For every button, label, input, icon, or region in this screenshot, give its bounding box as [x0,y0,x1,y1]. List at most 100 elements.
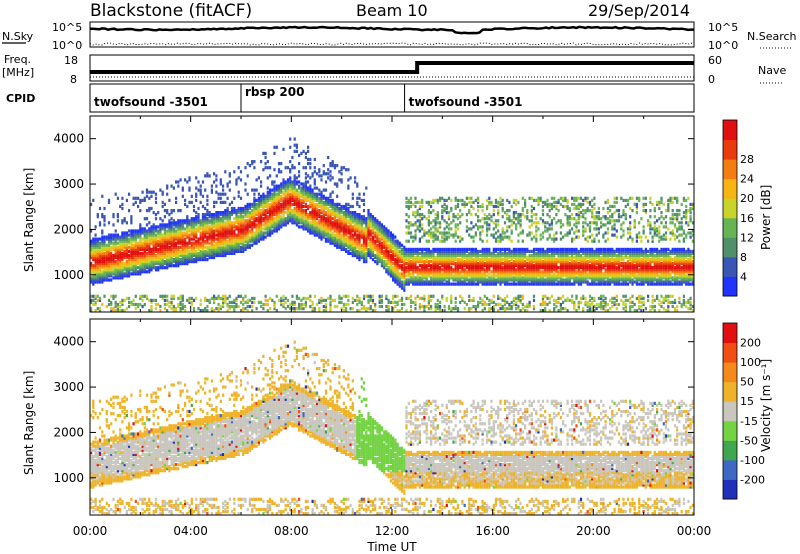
echo-cell [340,229,343,233]
echo-cell [441,268,444,272]
echo-cell [130,237,133,241]
echo-cell [351,227,354,231]
echo-cell [416,219,419,223]
echo-cell [427,260,430,264]
echo-cell [161,243,164,247]
echo-cell [201,245,205,249]
echo-cell [213,309,216,313]
echo-cell [342,166,345,170]
echo-cell [210,233,213,237]
echo-cell [244,188,247,192]
echo-cell [206,174,209,178]
echo-cell [389,253,392,258]
echo-cell [459,249,462,253]
echo-cell [376,223,379,227]
echo-cell [439,253,442,258]
echo-cell [121,264,124,268]
echo-cell [311,219,314,223]
echo-cell [154,241,158,245]
echo-cell [327,196,330,200]
echo-cell [284,296,287,300]
echo-cell [125,239,128,243]
echo-cell [418,307,421,311]
echo-cell [340,168,343,172]
echo-cell [486,266,489,270]
echo-cell [264,209,267,213]
echo-cell [501,262,504,266]
echo-cell [188,186,191,190]
echo-cell [512,260,515,264]
echo-cell [275,184,278,188]
echo-cell [159,258,162,262]
echo-cell [293,309,296,313]
echo-cell [371,235,375,239]
echo-cell [289,219,292,223]
echo-cell [477,225,480,229]
echo-cell [130,243,133,247]
echo-cell [105,274,108,278]
echo-cell [145,258,149,262]
echo-cell [387,231,390,235]
echo-cell [210,225,213,229]
echo-cell [439,225,442,229]
echo-cell [128,266,131,270]
echo-cell [190,296,193,300]
echo-cell [206,253,209,258]
echo-cell [112,266,115,270]
echo-cell [128,192,131,196]
echo-cell [145,243,149,247]
echo-cell [159,304,162,309]
echo-cell [474,309,477,313]
echo-cell [289,307,292,311]
echo-cell [354,243,357,247]
echo-cell [365,229,368,233]
echo-cell [403,266,406,270]
echo-cell [356,249,359,253]
echo-cell [210,213,213,217]
echo-cell [289,188,292,192]
echo-cell [277,162,281,166]
echo-cell [177,262,180,266]
echo-cell [351,215,354,219]
echo-cell [150,264,153,268]
echo-cell [304,225,307,229]
echo-cell [121,206,124,211]
echo-cell [356,200,359,204]
echo-cell [432,209,435,213]
echo-cell [512,276,515,280]
echo-cell [307,149,310,153]
echo-cell [327,155,330,160]
echo-cell [403,262,406,266]
echo-cell [215,247,218,251]
echo-cell [295,294,298,298]
echo-cell [219,211,222,215]
echo-cell [503,268,507,272]
echo-cell [436,264,439,268]
echo-cell [239,206,243,211]
echo-cell [177,251,180,255]
echo-cell [436,221,439,225]
echo-cell [201,233,205,237]
echo-cell [248,215,251,219]
echo-cell [506,229,509,233]
echo-cell [298,196,301,200]
echo-cell [192,209,196,213]
echo-cell [508,225,511,229]
echo-cell [311,202,314,206]
echo-cell [488,264,491,268]
echo-cell [421,253,424,258]
echo-cell [400,251,404,255]
echo-cell [347,249,350,253]
echo-cell [459,235,462,239]
echo-cell [327,227,330,231]
echo-cell [492,264,495,268]
echo-cell [289,211,292,215]
echo-cell [380,247,383,251]
echo-cell [257,221,260,225]
echo-cell [143,253,146,258]
echo-cell [293,143,296,147]
echo-cell [347,215,350,219]
echo-cell [275,194,278,198]
echo-cell [114,272,117,276]
echo-cell [284,307,287,311]
